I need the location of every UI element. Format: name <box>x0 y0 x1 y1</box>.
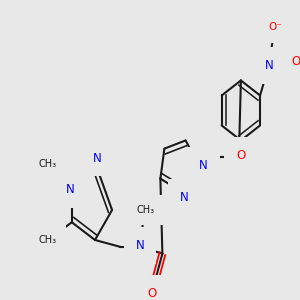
Text: O: O <box>148 287 157 300</box>
Text: N: N <box>199 158 208 172</box>
Text: N: N <box>265 59 274 72</box>
Text: N: N <box>65 183 74 196</box>
Text: O⁻: O⁻ <box>268 22 282 32</box>
Text: CH₃: CH₃ <box>39 159 57 169</box>
Text: CH₃: CH₃ <box>39 235 57 245</box>
Text: N: N <box>180 191 189 204</box>
Text: N: N <box>93 152 101 165</box>
Text: N: N <box>136 239 145 252</box>
Text: CH₃: CH₃ <box>136 205 154 215</box>
Text: O: O <box>292 55 300 68</box>
Text: O: O <box>236 149 245 162</box>
